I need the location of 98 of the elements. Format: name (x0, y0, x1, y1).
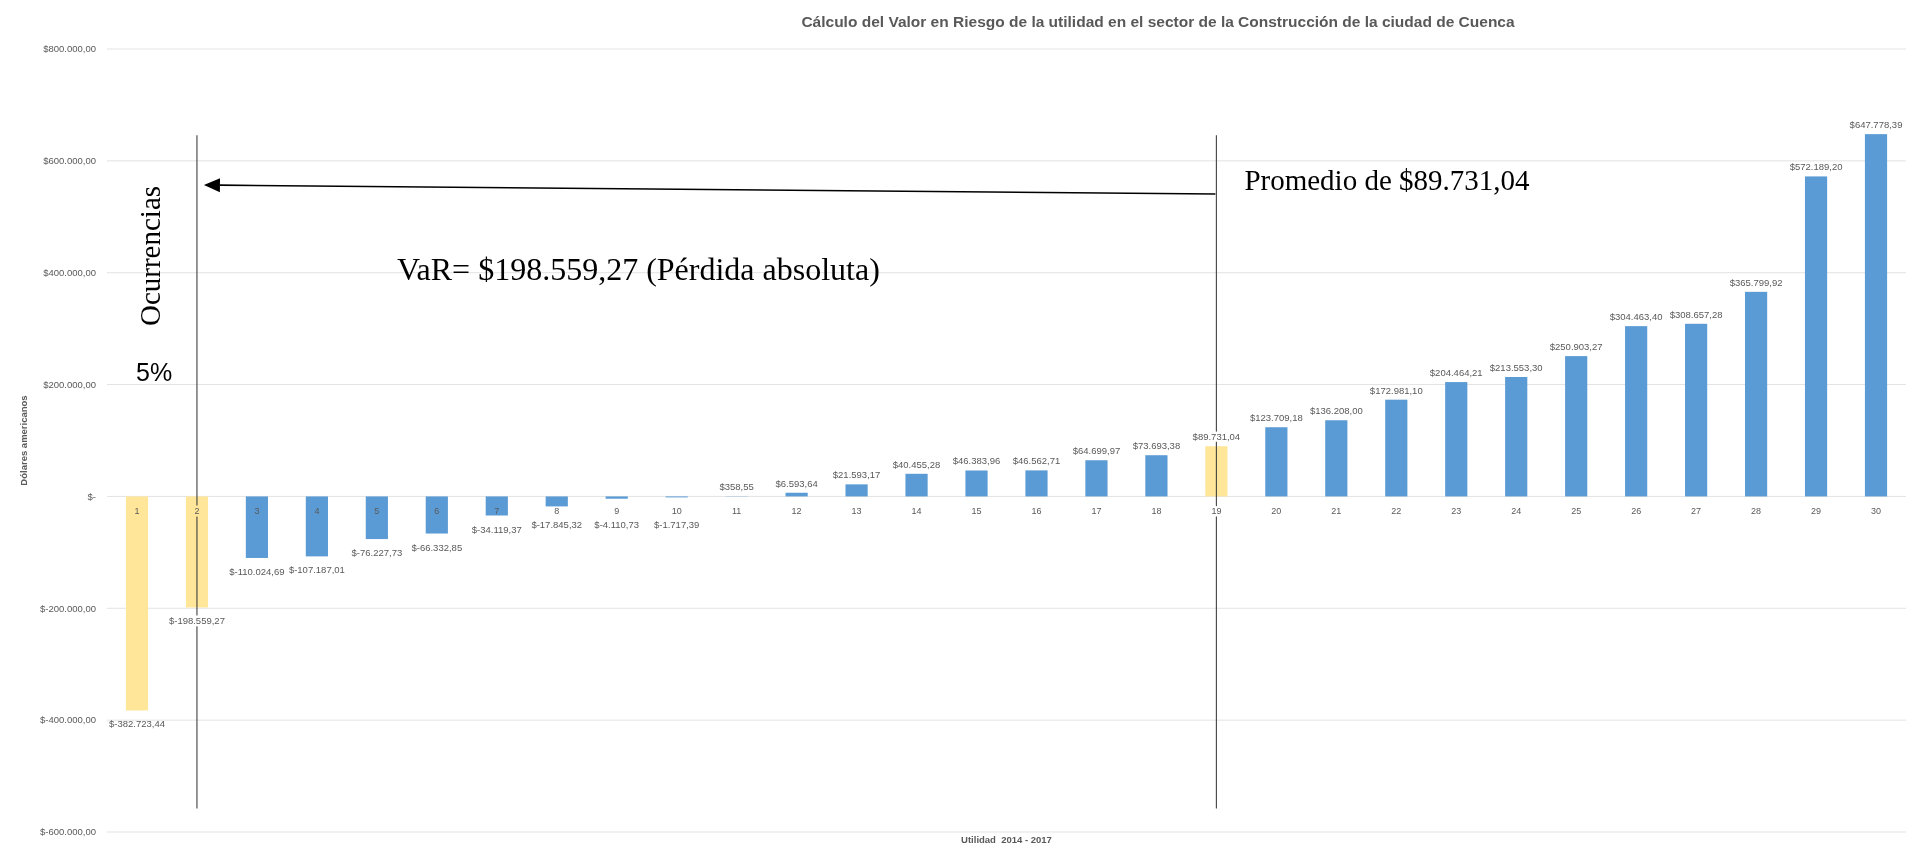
bar (1565, 356, 1588, 497)
bar (1085, 460, 1108, 497)
x-tick-label: 2 (194, 506, 200, 517)
x-tick-label: 4 (314, 506, 320, 517)
x-tick-label: 18 (1151, 506, 1162, 517)
x-tick-label: 5 (374, 506, 380, 517)
data-label: $123.709,18 (1249, 412, 1303, 424)
data-label: $-34.119,37 (471, 523, 522, 535)
data-label: $-4.110,73 (594, 519, 640, 531)
annotation: Ocurrencias (134, 185, 166, 327)
chart-title: Cálculo del Valor en Riesgo de la utilidad en el sector de la Construcción de la ciudad de Cuenca (801, 13, 1515, 30)
data-label: $73.693,38 (1132, 440, 1181, 452)
x-tick-label: 9 (614, 506, 620, 517)
bar (125, 496, 149, 711)
bar (965, 470, 988, 497)
x-axis-title: Utilidad 2014 - 2017 (961, 834, 1052, 845)
data-label: $572.189,20 (1789, 161, 1843, 173)
x-tick-label: 10 (671, 506, 682, 517)
x-tick-label: 14 (911, 506, 922, 517)
x-tick-label: 24 (1511, 506, 1522, 517)
ref-line-label: Promedio de $89.731,04 (1244, 164, 1531, 196)
x-tick-label: 23 (1451, 506, 1462, 517)
x-tick-label: 27 (1691, 506, 1702, 517)
x-tick-label: 12 (791, 506, 802, 517)
data-label: $6.593,64 (775, 477, 818, 489)
bar (1205, 446, 1228, 497)
annotation: VaR= $198.559,27 (Pérdida absoluta) (397, 251, 880, 287)
y-axis-title: Dólares americanos (17, 395, 29, 486)
x-tick-label: 1 (134, 506, 140, 517)
bar (1625, 326, 1648, 497)
bar (605, 496, 628, 499)
bar (245, 496, 269, 558)
x-tick-label: 13 (851, 506, 862, 517)
x-tick-label: 15 (971, 506, 982, 517)
data-label: $21.593,17 (832, 469, 881, 481)
bar (485, 496, 508, 516)
data-label: $304.463,40 (1609, 311, 1663, 323)
x-tick-label: 20 (1271, 506, 1282, 517)
y-tick-label: $- (87, 490, 96, 502)
data-label: $-1.717,39 (653, 519, 700, 531)
data-label: $308.657,28 (1669, 308, 1723, 320)
data-label: $-107.187,01 (288, 564, 345, 576)
bar (425, 496, 448, 534)
data-label: $358,55 (719, 481, 754, 493)
bar (1265, 427, 1288, 497)
bar (365, 496, 388, 540)
x-tick-label: 26 (1631, 506, 1642, 517)
bar (1804, 176, 1828, 497)
data-label: $46.562,71 (1012, 455, 1061, 467)
data-label: $-66.332,85 (411, 541, 463, 553)
y-tick-label: $200.000,00 (43, 378, 96, 390)
data-label: $250.903,27 (1549, 341, 1603, 353)
x-tick-label: 8 (554, 506, 560, 517)
data-label: $-17.845,32 (531, 519, 583, 531)
bar (1864, 134, 1888, 497)
y-tick-label: $-400.000,00 (40, 714, 96, 726)
x-tick-label: 11 (731, 506, 742, 517)
x-tick-label: 6 (434, 506, 440, 517)
bar (1744, 291, 1768, 497)
data-label: $-382.723,44 (108, 718, 165, 730)
x-tick-label: 16 (1031, 506, 1042, 517)
x-tick-label: 17 (1091, 506, 1102, 517)
bar (1685, 323, 1708, 497)
x-tick-label: 28 (1751, 506, 1762, 517)
data-label: $204.464,21 (1429, 367, 1483, 379)
bar (305, 496, 328, 557)
x-tick-label: 25 (1571, 506, 1582, 517)
data-label: $46.383,96 (952, 455, 1001, 467)
data-label: $136.208,00 (1309, 405, 1363, 417)
data-label: $64.699,97 (1072, 445, 1121, 457)
bar (845, 484, 868, 497)
y-tick-label: $600.000,00 (43, 155, 96, 167)
x-tick-label: 21 (1331, 506, 1342, 517)
y-tick-label: $-200.000,00 (40, 602, 96, 614)
data-label: $213.553,30 (1489, 361, 1543, 373)
data-label: $172.981,10 (1369, 384, 1423, 396)
bar (1445, 382, 1468, 497)
bar (1385, 399, 1408, 497)
x-tick-label: 7 (494, 506, 500, 517)
data-label: $365.799,92 (1729, 276, 1783, 288)
y-tick-label: $-600.000,00 (40, 826, 96, 838)
data-label: $40.455,28 (892, 458, 941, 470)
x-tick-label: 3 (254, 506, 260, 517)
bar (1505, 376, 1528, 497)
data-label: $647.778,39 (1849, 119, 1903, 131)
x-tick-label: 29 (1811, 506, 1822, 517)
x-tick-label: 30 (1871, 506, 1882, 517)
bar (1025, 470, 1048, 497)
y-tick-label: $800.000,00 (43, 43, 96, 55)
data-label: $-76.227,73 (351, 547, 403, 559)
annotation: 5% (136, 358, 173, 386)
data-label: $-110.024,69 (229, 565, 285, 577)
x-tick-label: 22 (1391, 506, 1402, 517)
y-tick-label: $400.000,00 (43, 267, 96, 279)
bar (1325, 420, 1348, 497)
bar (905, 473, 928, 497)
bar (545, 496, 568, 507)
bar (1145, 455, 1168, 497)
